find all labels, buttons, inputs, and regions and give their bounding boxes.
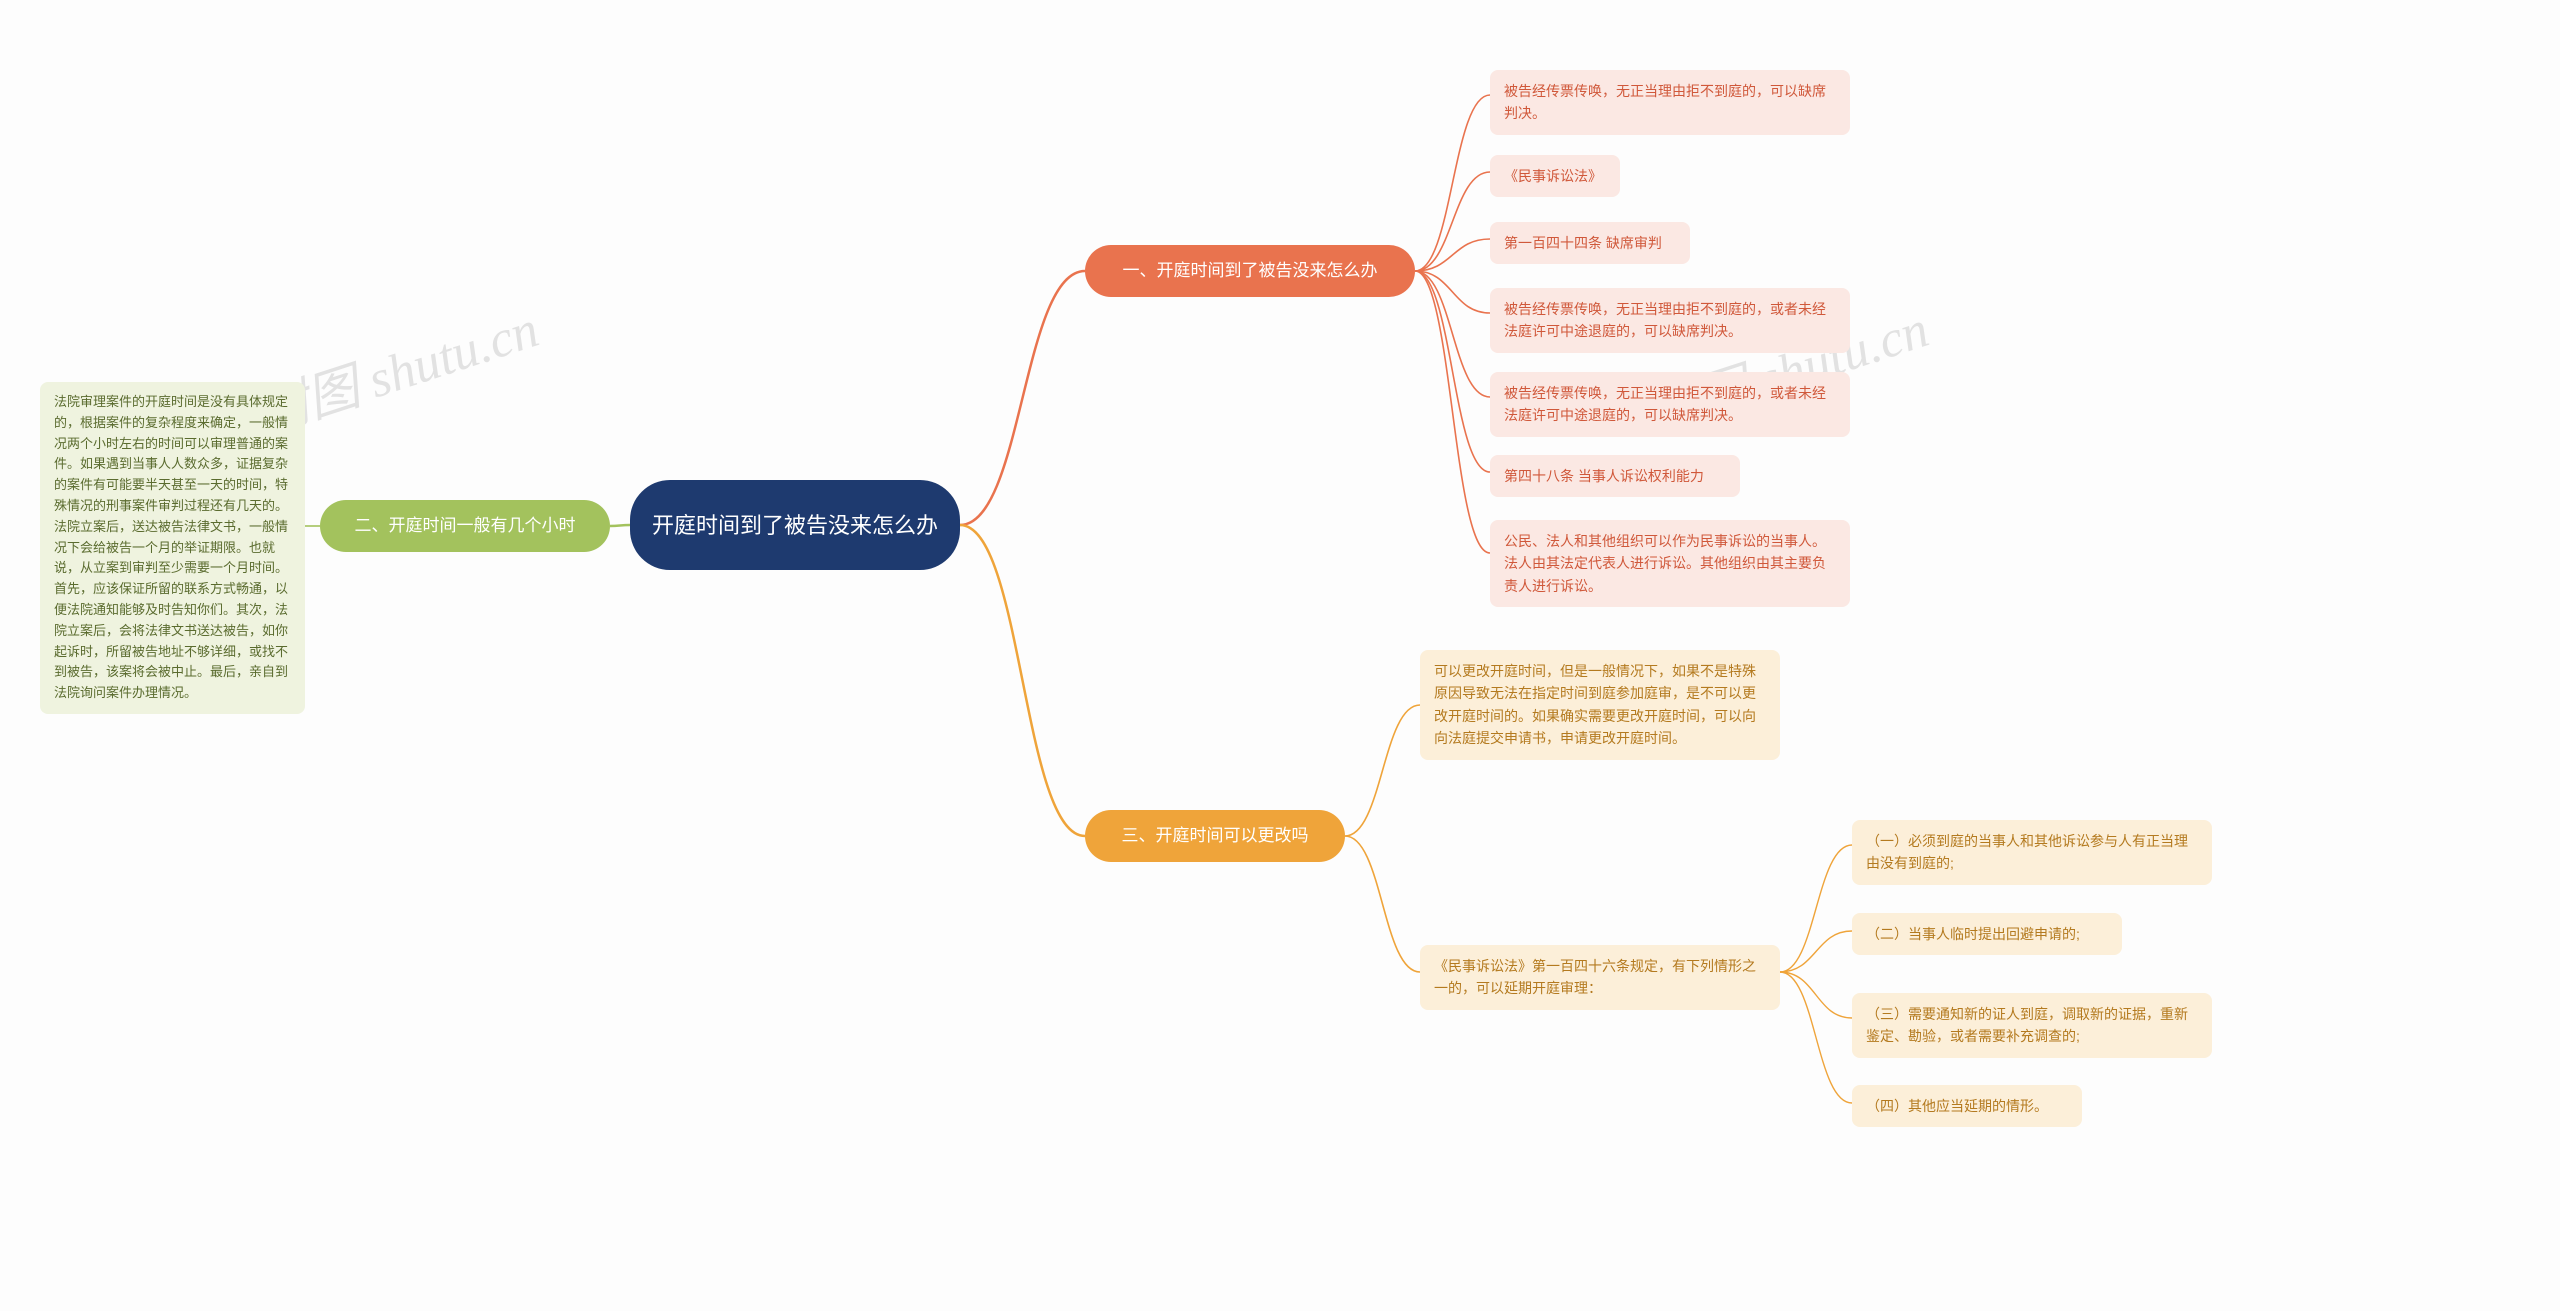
leaf-node: 第四十八条 当事人诉讼权利能力	[1490, 455, 1740, 497]
leaf-child-node: （一）必须到庭的当事人和其他诉讼参与人有正当理由没有到庭的;	[1852, 820, 2212, 885]
leaf-node: 被告经传票传唤，无正当理由拒不到庭的，或者未经法庭许可中途退庭的，可以缺席判决。	[1490, 372, 1850, 437]
leaf-child-node: （二）当事人临时提出回避申请的;	[1852, 913, 2122, 955]
connector-layer	[0, 0, 2560, 1311]
leaf-node: 《民事诉讼法》	[1490, 155, 1620, 197]
branch-node-2: 二、开庭时间一般有几个小时	[320, 500, 610, 552]
leaf-child-node: （三）需要通知新的证人到庭，调取新的证据，重新鉴定、勘验，或者需要补充调查的;	[1852, 993, 2212, 1058]
leaf-child-node: （四）其他应当延期的情形。	[1852, 1085, 2082, 1127]
leaf-node: 《民事诉讼法》第一百四十六条规定，有下列情形之一的，可以延期开庭审理：	[1420, 945, 1780, 1010]
root-node: 开庭时间到了被告没来怎么办	[630, 480, 960, 570]
branch-node-1: 一、开庭时间到了被告没来怎么办	[1085, 245, 1415, 297]
leaf-node: 法院审理案件的开庭时间是没有具体规定的，根据案件的复杂程度来确定，一般情况两个小…	[40, 382, 305, 714]
leaf-node: 第一百四十四条 缺席审判	[1490, 222, 1690, 264]
leaf-node: 被告经传票传唤，无正当理由拒不到庭的，或者未经法庭许可中途退庭的，可以缺席判决。	[1490, 288, 1850, 353]
leaf-node: 可以更改开庭时间，但是一般情况下，如果不是特殊原因导致无法在指定时间到庭参加庭审…	[1420, 650, 1780, 760]
branch-node-3: 三、开庭时间可以更改吗	[1085, 810, 1345, 862]
leaf-node: 被告经传票传唤，无正当理由拒不到庭的，可以缺席判决。	[1490, 70, 1850, 135]
leaf-node: 公民、法人和其他组织可以作为民事诉讼的当事人。法人由其法定代表人进行诉讼。其他组…	[1490, 520, 1850, 607]
